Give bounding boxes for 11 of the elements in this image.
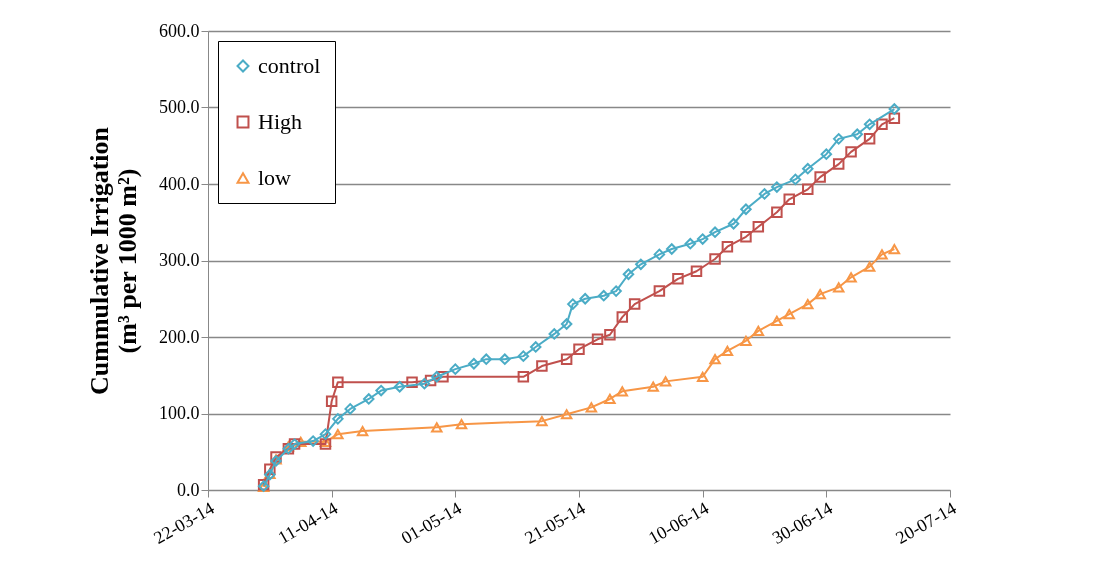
- y-tick-label: 400.0: [159, 173, 200, 194]
- y-tick-label: 500.0: [159, 97, 200, 117]
- y-axis-title: Cummulative Irrigation (m³ per 1000 m²): [85, 126, 142, 395]
- y-tick-label: 200.0: [159, 326, 200, 347]
- y-tick-label: 0.0: [177, 479, 200, 500]
- legend-label: control: [258, 53, 321, 78]
- y-tick-label: 100.0: [159, 403, 200, 423]
- y-tick-label: 300.0: [159, 250, 200, 270]
- legend-label: low: [258, 165, 292, 190]
- legend-label: High: [258, 109, 302, 134]
- y-tick-label: 600.0: [159, 20, 200, 41]
